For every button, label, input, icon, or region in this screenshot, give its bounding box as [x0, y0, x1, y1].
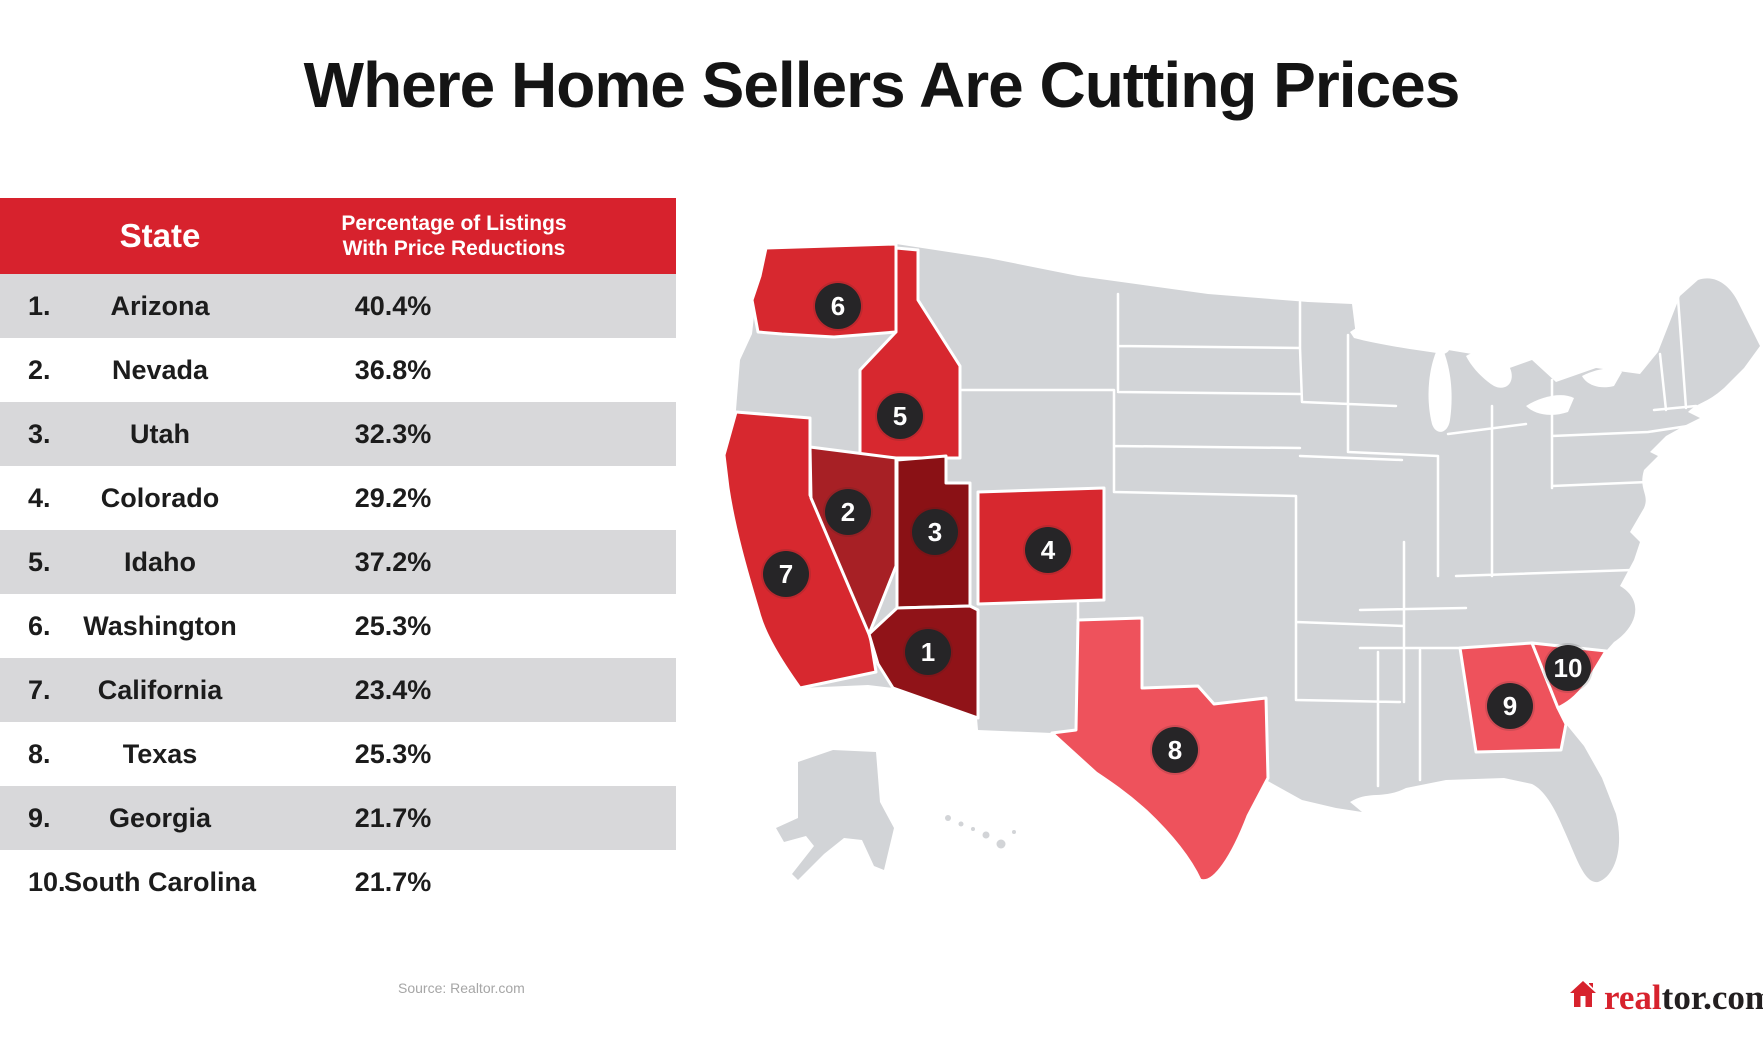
rank-table: State Percentage of Listings With Price … [0, 198, 676, 914]
lake-huron [1466, 351, 1512, 388]
map-badge-south-carolina: 10 [1545, 645, 1591, 691]
map-badge-california: 7 [763, 551, 809, 597]
table-body: 1. Arizona 40.4% 2. Nevada 36.8% 3. Utah… [0, 274, 676, 914]
table-row: 2. Nevada 36.8% [0, 338, 676, 402]
map-badge-colorado: 4 [1025, 527, 1071, 573]
realtor-logo: real tor.com [1568, 978, 1763, 1018]
lake-michigan [1428, 352, 1452, 432]
column-header-percentage: Percentage of Listings With Price Reduct… [341, 212, 567, 260]
table-row: 6. Washington 25.3% [0, 594, 676, 658]
map-badge-texas: 8 [1152, 727, 1198, 773]
logo-text-real: real [1604, 978, 1662, 1017]
lake-superior [1350, 320, 1450, 354]
table-row: 5. Idaho 37.2% [0, 530, 676, 594]
table-row: 8. Texas 25.3% [0, 722, 676, 786]
state-borders [958, 292, 1698, 788]
column-header-state: State [119, 217, 201, 254]
table-row: 9. Georgia 21.7% [0, 786, 676, 850]
us-map-container: 1 2 3 4 5 6 7 8 9 10 [648, 240, 1763, 910]
table-row: 10. South Carolina 21.7% [0, 850, 676, 914]
state-nevada [808, 445, 898, 636]
state-california [722, 410, 878, 690]
table-row: 4. Colorado 29.2% [0, 466, 676, 530]
great-lakes [1350, 320, 1622, 432]
state-hawaii [945, 815, 1016, 849]
logo-text-torcom: tor.com [1661, 978, 1763, 1017]
table-header: State Percentage of Listings With Price … [0, 198, 676, 274]
map-badge-nevada: 2 [825, 489, 871, 535]
page-title: Where Home Sellers Are Cutting Prices [303, 49, 1461, 121]
map-badge-arizona: 1 [905, 629, 951, 675]
table-row: 1. Arizona 40.4% [0, 274, 676, 338]
map-badge-washington: 6 [815, 283, 861, 329]
map-badge-utah: 3 [912, 509, 958, 555]
house-icon [1568, 978, 1598, 1018]
map-badge-idaho: 5 [877, 393, 923, 439]
table-row: 3. Utah 32.3% [0, 402, 676, 466]
lake-erie [1526, 395, 1574, 415]
lake-ontario [1582, 368, 1622, 388]
state-alaska [776, 750, 894, 880]
us-map [722, 242, 1760, 883]
source-credit: Source: Realtor.com [398, 980, 525, 996]
map-badge-georgia: 9 [1487, 683, 1533, 729]
table-row: 7. California 23.4% [0, 658, 676, 722]
